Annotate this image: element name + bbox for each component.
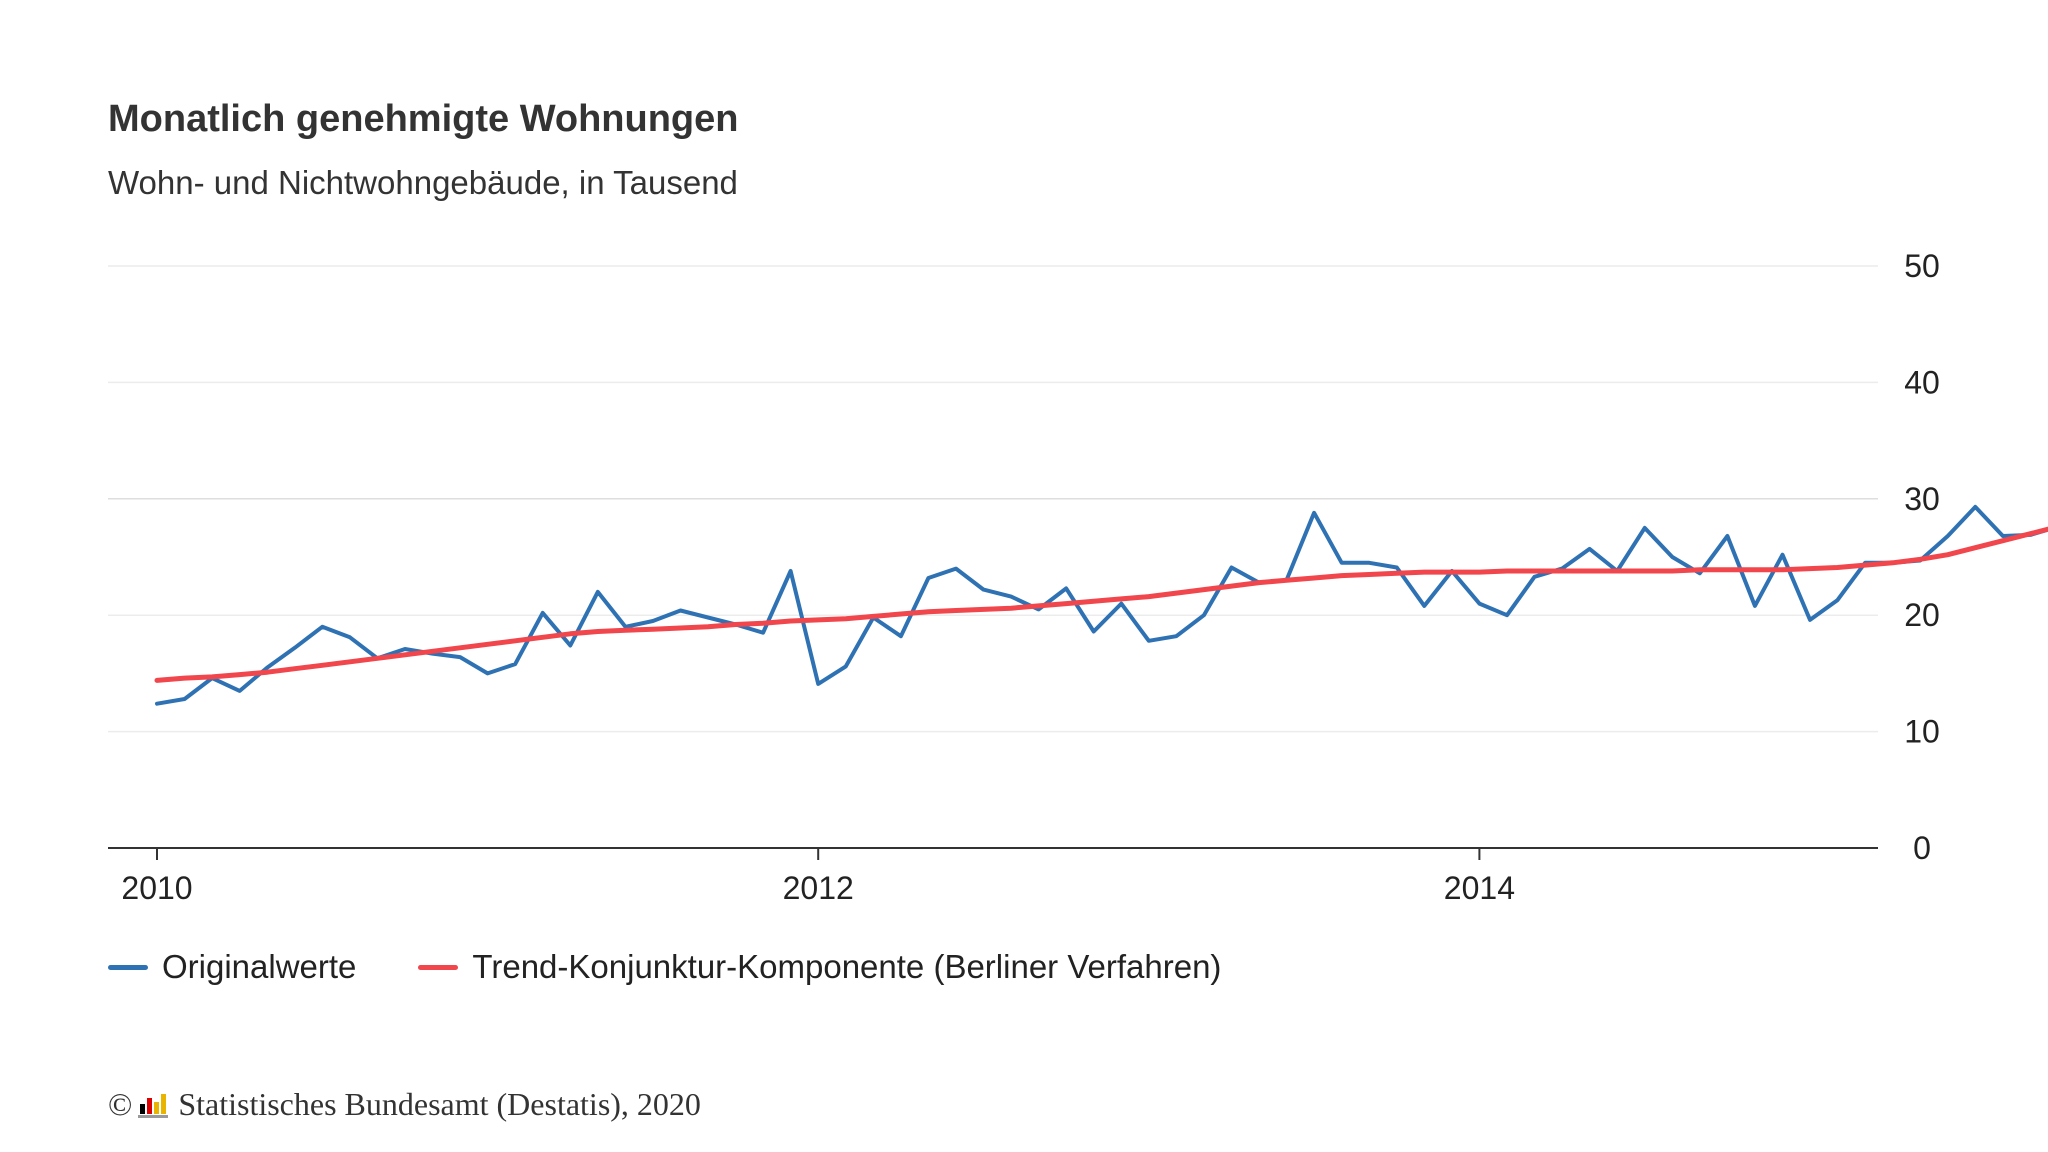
y-tick-label: 0 [1913,830,1931,866]
y-tick-label: 40 [1904,364,1940,400]
y-tick-label: 30 [1904,481,1940,517]
legend-swatch-red [418,964,459,970]
legend: Originalwerte Trend-Konjunktur-Komponent… [108,948,1283,986]
legend-item-originalwerte[interactable]: Originalwerte [108,948,356,986]
legend-label: Originalwerte [162,948,357,985]
grid-lines [108,265,1878,733]
x-tick-label: 2014 [1444,870,1515,906]
chart-subtitle: Wohn- und Nichtwohngebäude, in Tausend [108,164,738,201]
legend-label: Trend-Konjunktur-Komponente (Berliner Ve… [472,948,1222,985]
legend-swatch-blue [108,964,148,970]
y-tick-label: 10 [1904,714,1940,750]
legend-item-trend[interactable]: Trend-Konjunktur-Komponente (Berliner Ve… [418,948,1221,986]
chart-title: Monatlich genehmigte Wohnungen [108,98,739,140]
series-line-trend [154,526,2048,683]
destatis-logo-icon [138,1092,169,1118]
x-axis: 201020122014201620182020 [108,847,1878,906]
y-tick-label: 20 [1904,597,1940,633]
copyright-sign: © [108,1086,133,1122]
y-tick-label: 50 [1904,248,1940,284]
y-axis-labels: 0 10 20 30 40 50 [1904,248,1940,866]
x-tick-label: 2010 [121,870,192,906]
source-text: Statistisches Bundesamt (Destatis), 2020 [178,1086,701,1122]
source-credit: © Statistisches Bundesamt (Destatis), 20… [108,1086,701,1123]
x-tick-label: 2012 [783,870,854,906]
series-line-originalwerte [155,504,2048,706]
series-lines [154,504,2048,706]
